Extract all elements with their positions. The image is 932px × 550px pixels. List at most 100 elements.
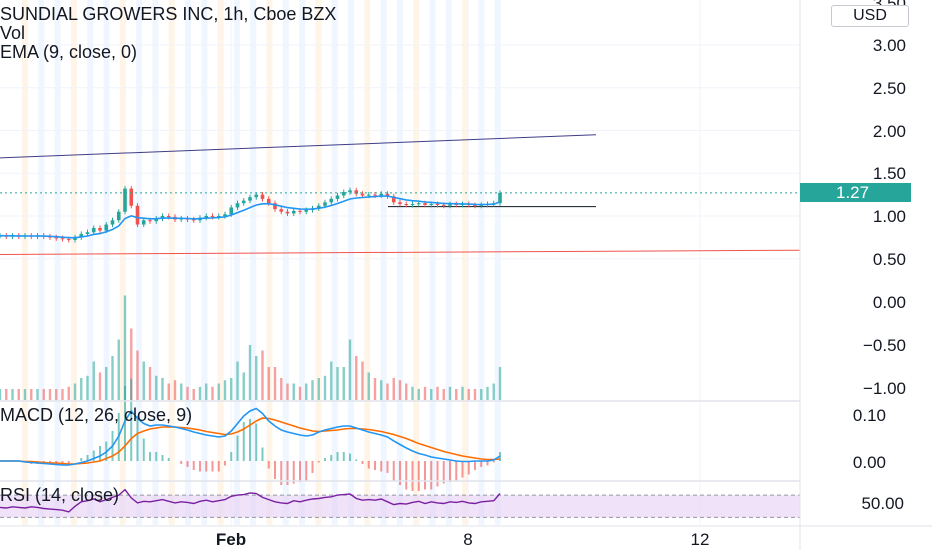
price-tick-label: 0.50: [873, 250, 906, 269]
volume-bar: [280, 378, 283, 400]
volume-bar: [92, 361, 95, 400]
candle-body: [291, 210, 296, 214]
candle-body: [260, 194, 265, 199]
volume-bar: [23, 389, 27, 400]
volume-bar: [173, 380, 177, 400]
macd-tick-label: 0.10: [853, 406, 886, 425]
volume-bar: [473, 389, 477, 400]
session-stripe: [87, 0, 94, 525]
volume-bar: [5, 389, 8, 400]
candle-body: [404, 204, 409, 206]
candle-body: [341, 192, 346, 196]
candle-body: [123, 188, 127, 212]
volume-bar: [186, 386, 189, 400]
session-stripe: [103, 0, 110, 525]
volume-bar: [67, 386, 70, 400]
volume-bar: [442, 389, 445, 400]
candle-body: [391, 196, 396, 203]
candle-body: [473, 204, 477, 206]
volume-bar: [305, 383, 308, 400]
volume-bar: [130, 328, 133, 400]
candle-body: [235, 203, 240, 208]
volume-bar: [492, 383, 495, 400]
price-tick-label: −0.50: [863, 336, 906, 355]
volume-bar: [217, 383, 220, 400]
candle-body: [416, 203, 421, 205]
candle-body: [379, 193, 384, 196]
volume-bar: [367, 372, 370, 400]
volume-bars: [0, 295, 502, 400]
volume-bar: [17, 389, 20, 400]
volume-bar: [111, 356, 114, 400]
rsi-tick-label: 50.00: [861, 494, 904, 513]
volume-bar: [167, 383, 170, 400]
candle-body: [104, 224, 109, 231]
volume-bar: [11, 389, 14, 400]
candle-body: [329, 198, 334, 203]
session-stripe: [70, 0, 77, 525]
candle-body: [129, 188, 134, 206]
candle-body: [298, 210, 302, 212]
volume-bar: [436, 386, 439, 400]
candle-body: [85, 232, 90, 234]
candle-body: [498, 192, 502, 204]
macd-line: [0, 407, 501, 466]
volume-bar: [261, 350, 264, 400]
volume-bar: [61, 389, 64, 400]
candle-body: [248, 197, 252, 201]
candle-body: [304, 210, 309, 212]
volume-bar: [342, 367, 345, 400]
volume-bar: [423, 386, 427, 400]
candle-body: [373, 194, 377, 196]
volume-bar: [36, 389, 39, 400]
session-stripe: [201, 0, 208, 525]
volume-bar: [355, 356, 358, 400]
macd-label: MACD (12, 26, close, 9): [0, 405, 193, 425]
candle-body: [254, 194, 259, 198]
session-stripe: [119, 0, 126, 525]
volume-bar: [398, 380, 402, 400]
volume-bar: [348, 339, 352, 400]
volume-bar: [292, 383, 295, 400]
candle-body: [54, 237, 59, 239]
session-stripe: [168, 0, 175, 525]
candle-body: [191, 219, 196, 221]
candle-body: [316, 205, 321, 209]
volume-bar: [448, 386, 452, 400]
candle-body: [479, 204, 484, 206]
volume-bar: [142, 361, 145, 400]
time-axis: Feb 8 12: [216, 530, 710, 549]
volume-bar: [242, 372, 245, 400]
session-stripe: [494, 0, 501, 525]
chart-title: SUNDIAL GROWERS INC, 1h, Cboe BZX: [0, 4, 337, 24]
volume-bar: [80, 378, 83, 400]
session-stripe: [136, 0, 143, 525]
currency-button[interactable]: USD: [831, 5, 909, 27]
session-stripe: [217, 0, 224, 525]
volume-bar: [336, 367, 339, 400]
price-tick-label: 0.00: [873, 293, 906, 312]
volume-bar: [267, 367, 270, 400]
lower-trendline: [0, 249, 801, 255]
volume-bar: [211, 386, 214, 400]
candle-body: [79, 233, 84, 238]
macd-tick-label: 0.00: [853, 453, 886, 472]
price-axis: 3.503.002.502.001.501.000.500.00−0.50−1.…: [853, 0, 906, 513]
volume-bar: [180, 383, 183, 400]
candle-body: [398, 202, 402, 205]
volume-bar: [461, 386, 464, 400]
volume-bar: [373, 378, 377, 400]
volume-bar: [198, 386, 202, 400]
candle-body: [98, 227, 102, 231]
volume-bar: [223, 380, 227, 400]
candle-body: [73, 237, 77, 240]
candle-body: [335, 195, 340, 199]
candle-body: [360, 193, 365, 196]
session-stripe: [364, 0, 371, 525]
candle-body: [448, 204, 452, 206]
candle-body: [216, 216, 221, 217]
volume-bar: [236, 361, 239, 400]
candle-body: [210, 216, 215, 217]
